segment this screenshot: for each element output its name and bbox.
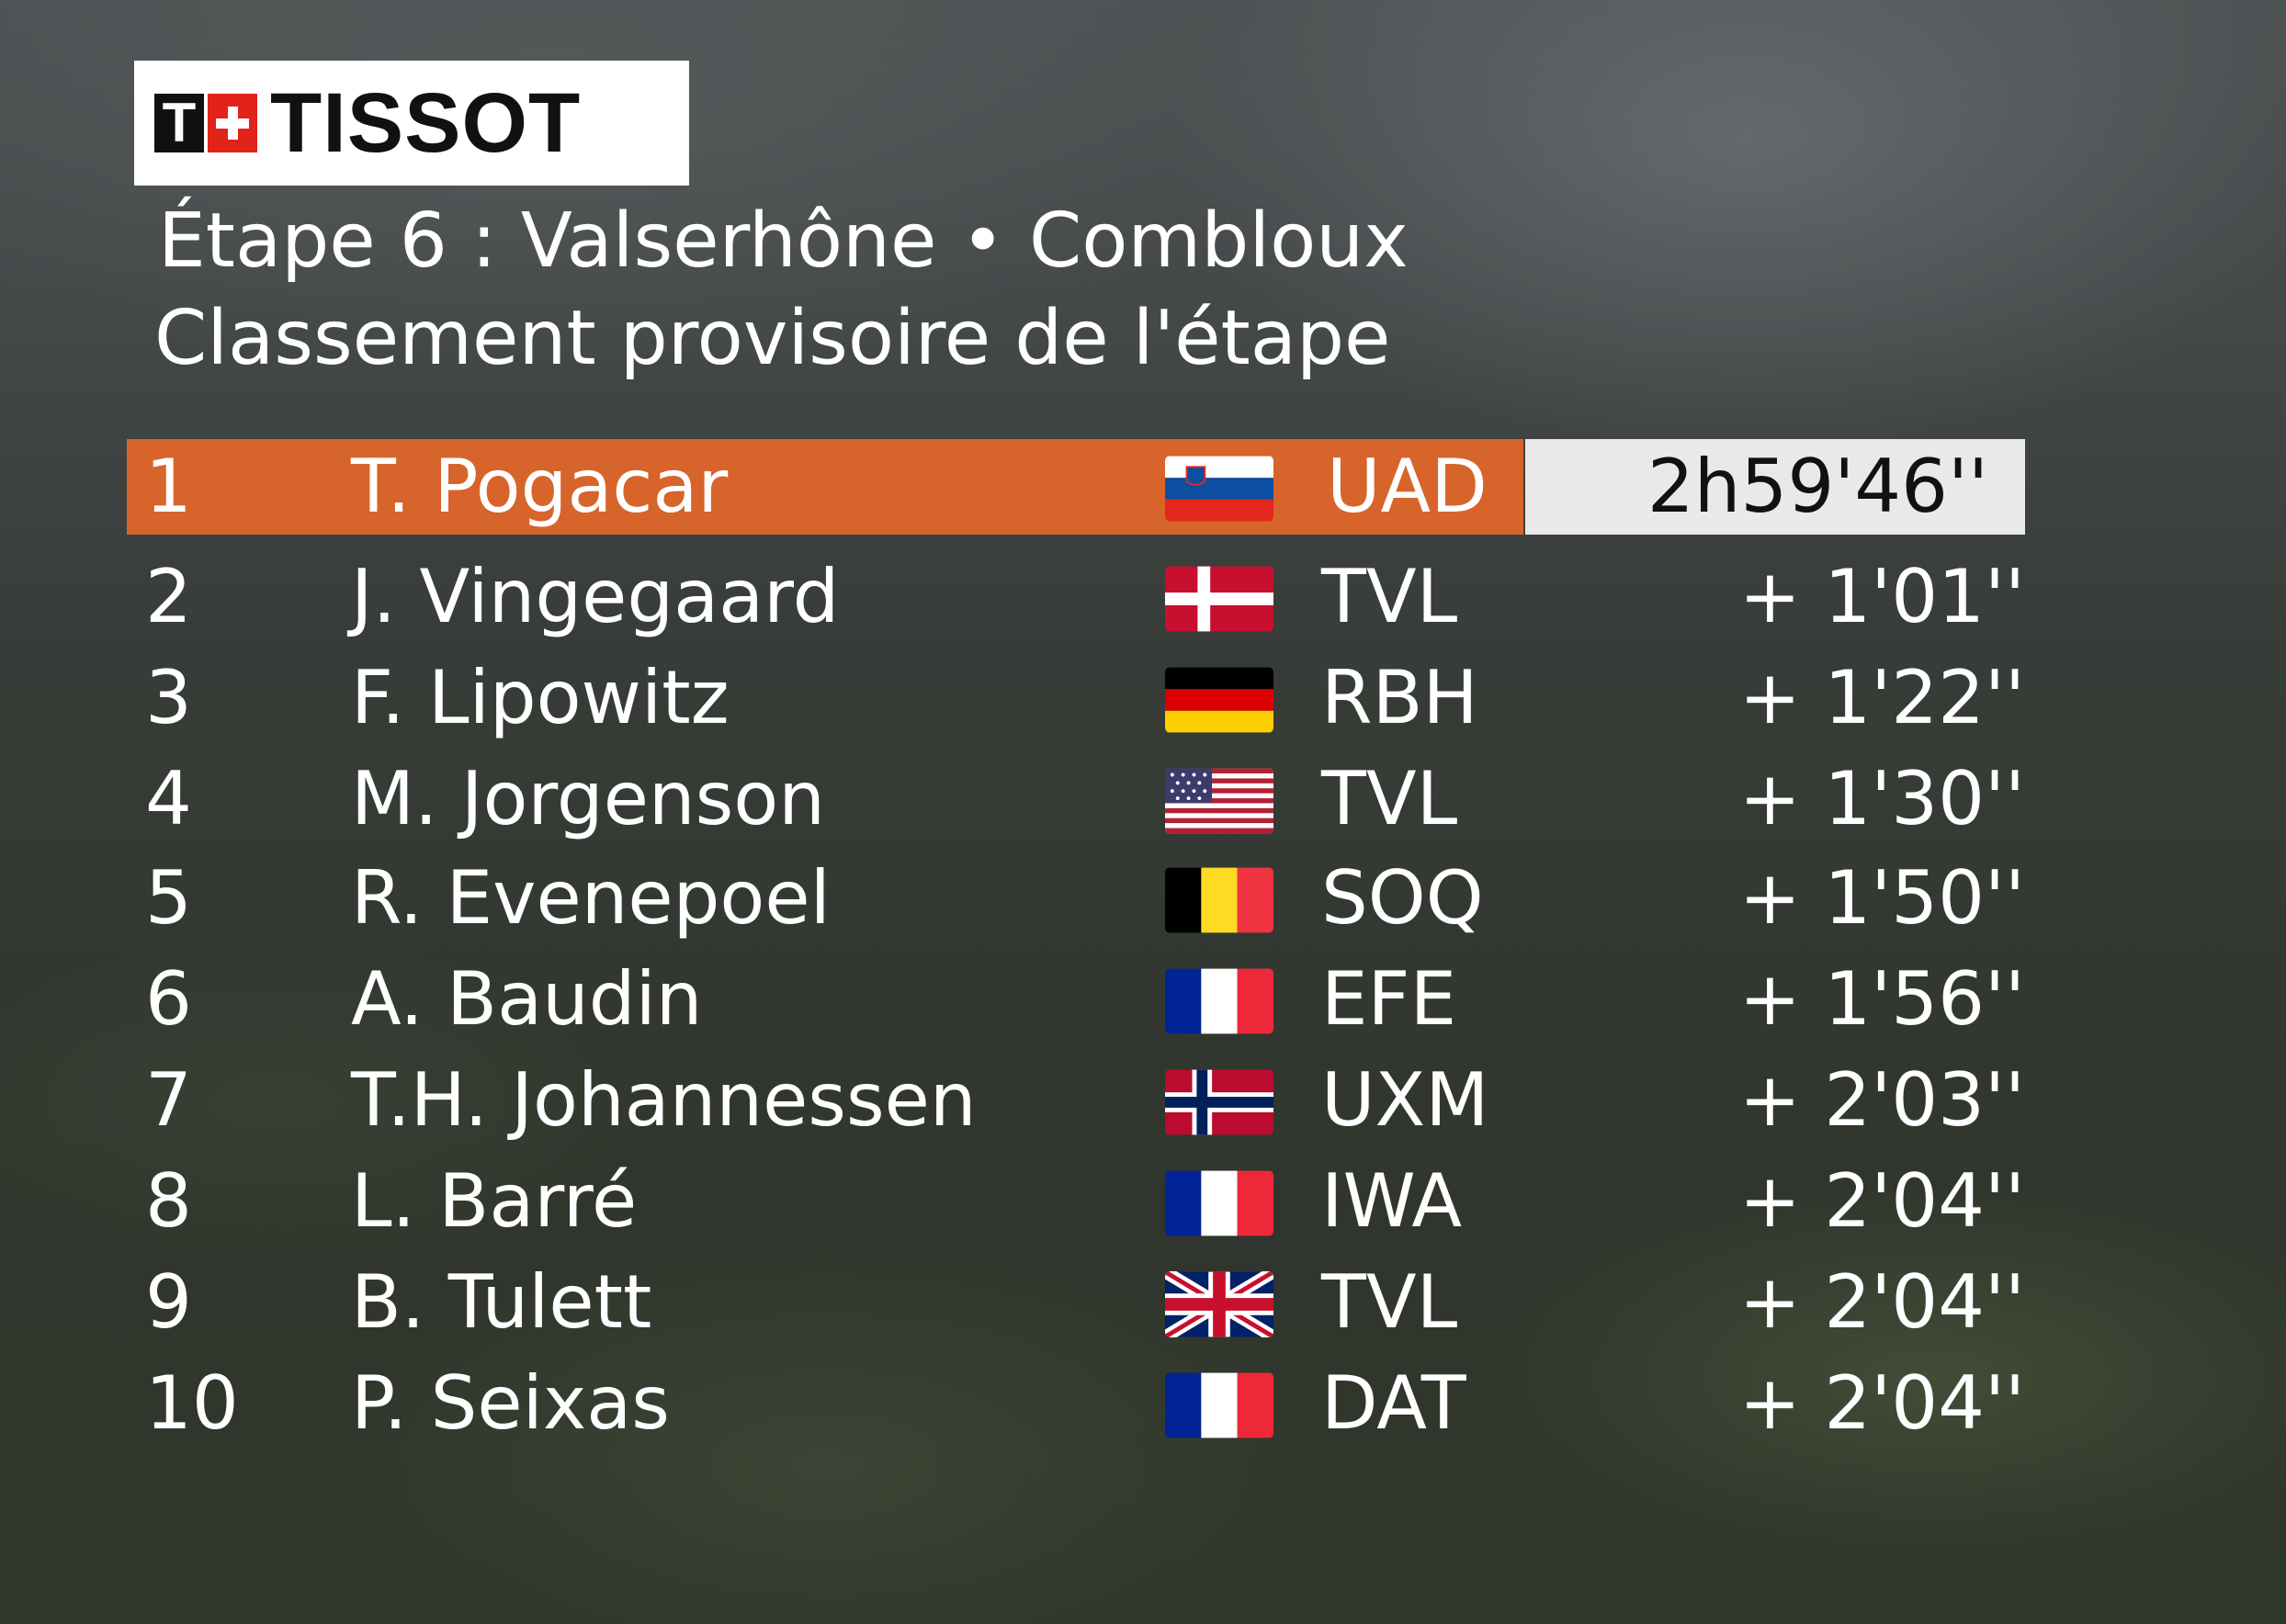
rider-name: L. Barré [351,1158,638,1244]
standings-row: 5 R. Evenepoel SOQ + 1'50'' [127,851,2025,946]
standings-row: 3 F. Lipowitz RBH + 1'22'' [127,650,2025,746]
denmark-flag-icon [1165,566,1273,632]
rank: 5 [145,855,192,941]
team-code: UAD [1327,444,1488,529]
france-flag-icon [1165,1372,1273,1438]
classification-subtitle: Classement provisoire de l'étape [154,295,1391,382]
belgium-flag-icon [1165,867,1273,933]
rider-name: J. Vingegaard [351,554,840,639]
rider-name: F. Lipowitz [351,655,730,740]
rank: 3 [145,655,192,740]
france-flag-icon [1165,968,1273,1034]
standings-row: 10 P. Seixas DAT + 2'04'' [127,1356,2025,1451]
team-code: RBH [1321,655,1478,740]
tissot-wordmark: TISSOT [270,76,582,170]
tissot-t-mark: T [154,94,204,152]
team-code: DAT [1321,1360,1466,1446]
standings-row: 6 A. Baudin EFE + 1'56'' [127,952,2025,1047]
swiss-cross-icon [208,94,257,152]
time-gap: + 1'01'' [1738,554,2025,639]
rider-name: M. Jorgenson [351,756,825,841]
rider-name: P. Seixas [351,1360,670,1446]
leader-time: 2h59'46'' [1525,439,2025,535]
france-flag-icon [1165,1170,1273,1236]
team-code: UXM [1321,1057,1489,1143]
time-gap: + 2'04'' [1738,1158,2025,1244]
rider-name: B. Tulett [351,1259,652,1345]
time-gap: + 1'56'' [1738,956,2025,1042]
standings-row: 2 J. Vingegaard TVL + 1'01'' [127,549,2025,645]
rank: 10 [145,1360,239,1446]
team-code: TVL [1321,756,1458,841]
team-code: TVL [1321,554,1458,639]
standings-row: 9 B. Tulett TVL + 2'04'' [127,1255,2025,1350]
time-gap: + 1'30'' [1738,756,2025,841]
tissot-logo: T TISSOT [134,61,689,186]
rank: 9 [145,1259,192,1345]
standings-row: 4 M. Jorgenson TVL + 1'30'' [127,751,2025,847]
time-gap: + 2'04'' [1738,1360,2025,1446]
time-gap: + 2'03'' [1738,1057,2025,1143]
rank: 7 [145,1057,192,1143]
norway-flag-icon [1165,1069,1273,1135]
rider-name: A. Baudin [351,956,703,1042]
rank: 8 [145,1158,192,1244]
team-code: TVL [1321,1259,1458,1345]
stage-title: Étape 6 : Valserhône • Combloux [158,197,1409,285]
rank: 2 [145,554,192,639]
slovenia-flag-icon [1165,456,1273,522]
germany-flag-icon [1165,667,1273,733]
time-gap: + 2'04'' [1738,1259,2025,1345]
team-code: IWA [1321,1158,1463,1244]
uk-flag-icon [1165,1271,1273,1337]
rider-name: T.H. Johannessen [351,1057,977,1143]
standings-row: 8 L. Barré IWA + 2'04'' [127,1154,2025,1249]
rider-name: R. Evenepoel [351,855,831,941]
standings-row: 7 T.H. Johannessen UXM + 2'03'' [127,1053,2025,1148]
team-code: SOQ [1321,855,1484,941]
usa-flag-icon [1165,768,1273,834]
time-gap: + 1'22'' [1738,655,2025,740]
rank: 1 [145,444,192,529]
rank: 6 [145,956,192,1042]
standings-row-leader: 1 T. Pogacar UAD [127,439,1523,535]
rider-name: T. Pogacar [351,444,729,529]
team-code: EFE [1321,956,1457,1042]
time-gap: + 1'50'' [1738,855,2025,941]
rank: 4 [145,756,192,841]
